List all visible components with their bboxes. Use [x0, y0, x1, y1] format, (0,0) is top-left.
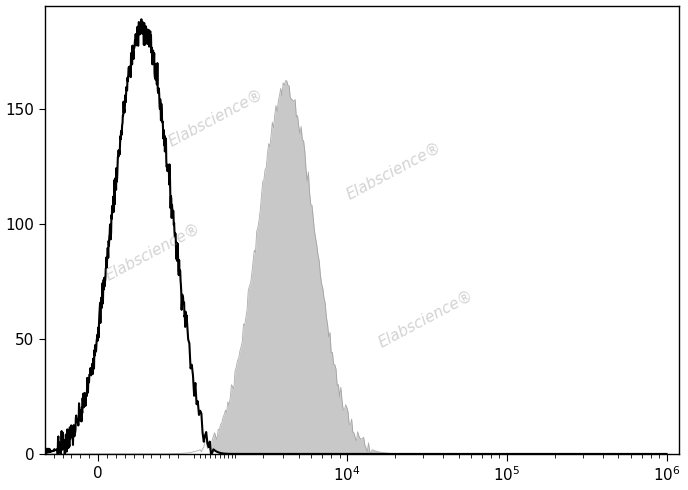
- Text: Elabscience®: Elabscience®: [376, 288, 475, 351]
- Text: Elabscience®: Elabscience®: [103, 221, 203, 284]
- Text: Elabscience®: Elabscience®: [344, 140, 444, 203]
- Text: Elabscience®: Elabscience®: [166, 86, 266, 149]
